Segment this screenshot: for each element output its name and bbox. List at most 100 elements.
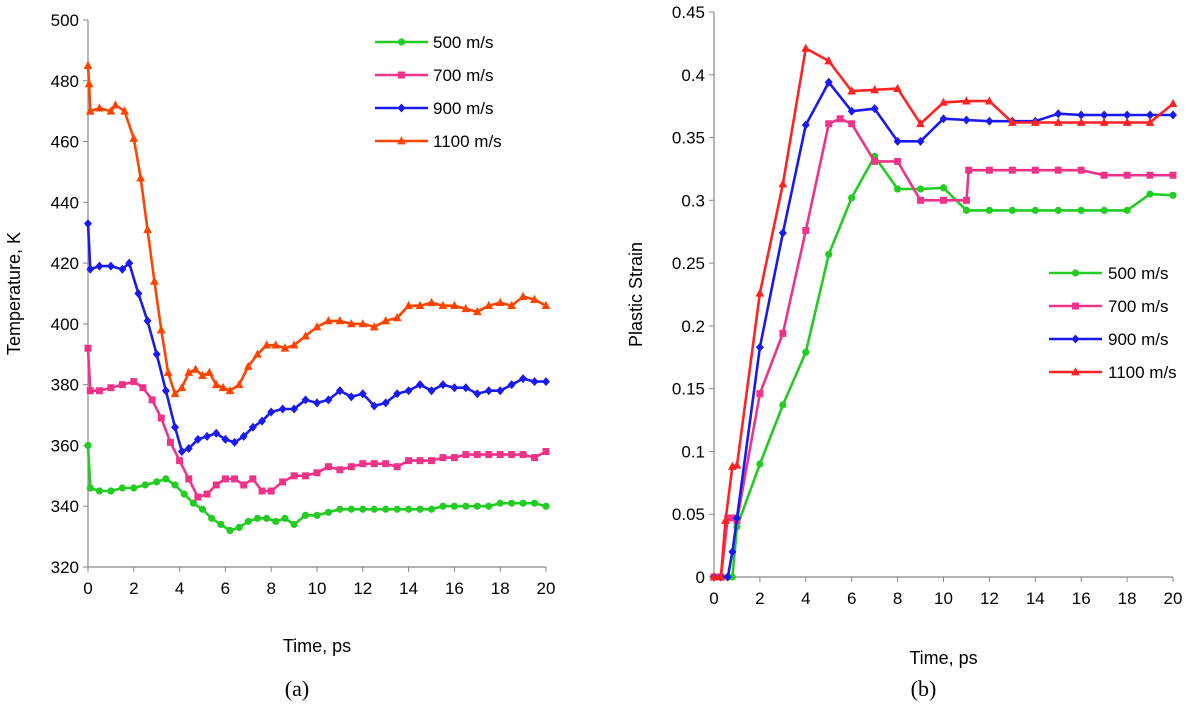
data-point bbox=[985, 96, 994, 105]
data-point bbox=[218, 382, 228, 392]
x-tick-label: 10 bbox=[308, 579, 327, 598]
x-tick-label: 18 bbox=[1118, 589, 1137, 608]
data-point bbox=[281, 514, 289, 522]
series-500-m-s bbox=[84, 441, 550, 535]
data-point bbox=[542, 448, 550, 456]
data-point bbox=[347, 463, 355, 471]
data-point bbox=[95, 487, 104, 495]
data-point bbox=[161, 386, 170, 396]
legend-label: 1100 m/s bbox=[1108, 363, 1177, 382]
data-point bbox=[462, 502, 470, 510]
data-point bbox=[485, 451, 493, 459]
data-point bbox=[1054, 166, 1062, 174]
data-point bbox=[136, 173, 146, 182]
data-point bbox=[176, 457, 184, 465]
data-point bbox=[530, 499, 539, 507]
data-point bbox=[370, 401, 379, 411]
data-point bbox=[507, 380, 516, 390]
data-point bbox=[290, 520, 298, 529]
data-point bbox=[148, 396, 156, 404]
data-point bbox=[358, 389, 367, 399]
data-point bbox=[313, 398, 321, 408]
legend-marker bbox=[1071, 334, 1080, 344]
data-point bbox=[962, 115, 971, 125]
data-point bbox=[143, 224, 152, 234]
data-point bbox=[723, 572, 732, 582]
data-point bbox=[258, 416, 267, 426]
data-point bbox=[324, 463, 332, 471]
data-point bbox=[848, 194, 856, 202]
y-tick-label: 0.2 bbox=[681, 317, 705, 336]
data-point bbox=[95, 103, 104, 112]
data-point bbox=[279, 478, 287, 486]
data-point bbox=[462, 451, 470, 459]
data-point bbox=[111, 100, 120, 109]
series-900-m-s bbox=[710, 77, 1177, 582]
data-point bbox=[203, 490, 211, 498]
data-point bbox=[221, 434, 230, 444]
data-point bbox=[1100, 206, 1108, 214]
data-point bbox=[203, 431, 212, 441]
series-700-m-s bbox=[84, 344, 550, 501]
data-point bbox=[369, 322, 379, 331]
x-tick-label: 4 bbox=[801, 589, 810, 608]
y-tick-label: 0.4 bbox=[681, 66, 705, 85]
data-point bbox=[1077, 206, 1085, 214]
data-point bbox=[541, 300, 551, 310]
data-point bbox=[243, 361, 253, 370]
data-point bbox=[193, 434, 202, 444]
data-point bbox=[253, 349, 262, 358]
data-point bbox=[917, 196, 925, 204]
data-point bbox=[312, 322, 322, 331]
data-point bbox=[239, 431, 248, 441]
data-point bbox=[450, 454, 458, 462]
data-point bbox=[290, 472, 298, 480]
data-point bbox=[531, 454, 539, 462]
data-point bbox=[170, 388, 180, 398]
data-point bbox=[1076, 117, 1086, 126]
data-point bbox=[1099, 117, 1109, 126]
data-point bbox=[962, 206, 971, 214]
x-axis-label: Time, ps bbox=[283, 636, 351, 656]
data-point bbox=[139, 384, 147, 392]
data-point bbox=[871, 157, 879, 165]
data-point bbox=[438, 300, 448, 310]
x-tick-label: 16 bbox=[1072, 589, 1091, 608]
data-point bbox=[1146, 190, 1154, 198]
data-point bbox=[1169, 191, 1177, 199]
data-point bbox=[381, 316, 391, 325]
data-point bbox=[262, 340, 272, 349]
data-point bbox=[404, 386, 413, 396]
data-point bbox=[184, 367, 194, 376]
data-point bbox=[825, 250, 833, 258]
data-point bbox=[382, 505, 390, 513]
data-point bbox=[1146, 110, 1155, 120]
data-point bbox=[518, 291, 528, 300]
y-axis-label: Plastic Strain bbox=[626, 242, 646, 347]
x-tick-label: 0 bbox=[83, 579, 92, 598]
series-900-m-s bbox=[84, 219, 550, 457]
data-point bbox=[824, 56, 834, 65]
legend-marker bbox=[1071, 269, 1080, 277]
x-tick-label: 6 bbox=[221, 579, 230, 598]
data-point bbox=[278, 404, 287, 414]
data-point bbox=[1053, 117, 1063, 126]
data-point bbox=[1008, 166, 1016, 174]
data-point bbox=[404, 300, 413, 310]
data-point bbox=[1122, 117, 1132, 126]
data-point bbox=[301, 331, 310, 340]
data-point bbox=[1030, 117, 1040, 126]
data-point bbox=[1031, 206, 1039, 214]
data-point bbox=[484, 386, 493, 396]
legend-marker bbox=[397, 136, 406, 145]
y-tick-label: 400 bbox=[51, 315, 79, 334]
data-point bbox=[542, 502, 550, 510]
legend-label: 900 m/s bbox=[433, 99, 493, 118]
data-point bbox=[95, 387, 103, 395]
y-tick-label: 420 bbox=[51, 254, 79, 273]
data-point bbox=[84, 344, 92, 352]
data-point bbox=[118, 484, 126, 492]
data-point bbox=[106, 261, 115, 271]
data-point bbox=[162, 475, 170, 483]
